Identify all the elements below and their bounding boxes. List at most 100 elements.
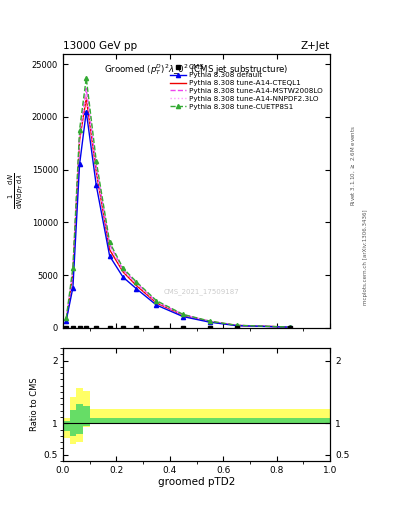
- Pythia 8.308 tune-A14-CTEQL1: [181, 312, 185, 318]
- Pythia 8.308 tune-A14-NNPDF2.3LO: [208, 318, 212, 325]
- Pythia 8.308 tune-A14-MSTW2008LO: [121, 267, 125, 273]
- CMS: [134, 325, 139, 331]
- Bar: [223, 410, 250, 421]
- Text: CMS_2021_17509187: CMS_2021_17509187: [164, 289, 240, 295]
- Pythia 8.308 default: [288, 324, 292, 330]
- Legend: CMS, Pythia 8.308 default, Pythia 8.308 tune-A14-CTEQL1, Pythia 8.308 tune-A14-M: CMS, Pythia 8.308 default, Pythia 8.308 …: [169, 63, 324, 111]
- Bar: [196, 418, 223, 424]
- X-axis label: groomed pTD2: groomed pTD2: [158, 477, 235, 487]
- Pythia 8.308 tune-A14-CTEQL1: [288, 324, 292, 330]
- Pythia 8.308 tune-A14-NNPDF2.3LO: [181, 312, 185, 318]
- Pythia 8.308 tune-CUETP8S1: [154, 297, 159, 304]
- Pythia 8.308 tune-A14-CTEQL1: [154, 300, 159, 306]
- Pythia 8.308 tune-A14-CTEQL1: [121, 269, 125, 275]
- Bar: [63, 421, 70, 431]
- Pythia 8.308 tune-A14-NNPDF2.3LO: [77, 135, 82, 141]
- CMS: [208, 325, 212, 331]
- Text: Groomed $(p_T^D)^2\lambda\_0^2$ (CMS jet substructure): Groomed $(p_T^D)^2\lambda\_0^2$ (CMS jet…: [104, 62, 289, 77]
- Pythia 8.308 tune-A14-MSTW2008LO: [77, 133, 82, 139]
- Pythia 8.308 tune-A14-MSTW2008LO: [94, 163, 99, 169]
- Pythia 8.308 default: [71, 285, 75, 291]
- Line: Pythia 8.308 default: Pythia 8.308 default: [64, 110, 292, 329]
- Pythia 8.308 tune-A14-NNPDF2.3LO: [288, 324, 292, 330]
- Line: Pythia 8.308 tune-A14-NNPDF2.3LO: Pythia 8.308 tune-A14-NNPDF2.3LO: [66, 94, 290, 327]
- Pythia 8.308 tune-CUETP8S1: [64, 315, 69, 322]
- Pythia 8.308 tune-A14-CTEQL1: [234, 323, 239, 329]
- Pythia 8.308 tune-A14-NNPDF2.3LO: [154, 299, 159, 305]
- Bar: [103, 410, 116, 421]
- Bar: [90, 418, 103, 424]
- Pythia 8.308 tune-A14-MSTW2008LO: [181, 312, 185, 318]
- Pythia 8.308 default: [154, 302, 159, 308]
- CMS: [234, 325, 239, 331]
- Pythia 8.308 tune-A14-MSTW2008LO: [71, 268, 75, 274]
- Bar: [130, 418, 143, 424]
- Pythia 8.308 tune-A14-NNPDF2.3LO: [71, 270, 75, 276]
- Pythia 8.308 tune-A14-MSTW2008LO: [134, 280, 139, 286]
- Pythia 8.308 tune-A14-CTEQL1: [64, 318, 69, 325]
- Pythia 8.308 default: [134, 286, 139, 292]
- Pythia 8.308 tune-CUETP8S1: [181, 311, 185, 317]
- Y-axis label: $\frac{1}{\mathrm{d}N/\mathrm{d}p_T}\frac{\mathrm{d}N}{\mathrm{d}\lambda}$: $\frac{1}{\mathrm{d}N/\mathrm{d}p_T}\fra…: [7, 173, 26, 209]
- Bar: [70, 397, 76, 444]
- Pythia 8.308 tune-CUETP8S1: [77, 126, 82, 133]
- Bar: [83, 407, 90, 426]
- Bar: [223, 418, 250, 424]
- Pythia 8.308 tune-A14-MSTW2008LO: [84, 86, 89, 92]
- Pythia 8.308 tune-CUETP8S1: [71, 265, 75, 271]
- Text: mcplots.cern.ch [arXiv:1306.3436]: mcplots.cern.ch [arXiv:1306.3436]: [363, 209, 368, 305]
- Line: CMS: CMS: [64, 326, 292, 330]
- Pythia 8.308 tune-A14-CTEQL1: [77, 137, 82, 143]
- CMS: [288, 325, 292, 331]
- CMS: [154, 325, 159, 331]
- Bar: [250, 418, 330, 424]
- Bar: [116, 418, 130, 424]
- Bar: [103, 418, 116, 424]
- Pythia 8.308 default: [181, 313, 185, 319]
- Line: Pythia 8.308 tune-A14-CTEQL1: Pythia 8.308 tune-A14-CTEQL1: [66, 98, 290, 327]
- Pythia 8.308 tune-CUETP8S1: [234, 322, 239, 328]
- CMS: [77, 325, 82, 331]
- CMS: [94, 325, 99, 331]
- Bar: [130, 410, 143, 421]
- Pythia 8.308 tune-CUETP8S1: [94, 158, 99, 164]
- Bar: [70, 410, 76, 436]
- Pythia 8.308 tune-A14-CTEQL1: [208, 318, 212, 325]
- Pythia 8.308 tune-CUETP8S1: [134, 279, 139, 285]
- CMS: [181, 325, 185, 331]
- Pythia 8.308 tune-CUETP8S1: [288, 324, 292, 330]
- Text: Rivet 3.1.10, $\geq$ 2.6M events: Rivet 3.1.10, $\geq$ 2.6M events: [350, 124, 358, 206]
- Pythia 8.308 tune-CUETP8S1: [208, 318, 212, 324]
- Bar: [116, 410, 130, 421]
- Bar: [196, 410, 223, 421]
- Pythia 8.308 default: [234, 323, 239, 329]
- CMS: [71, 325, 75, 331]
- Pythia 8.308 tune-A14-MSTW2008LO: [107, 241, 112, 247]
- Pythia 8.308 tune-A14-CTEQL1: [107, 247, 112, 253]
- Bar: [83, 391, 90, 427]
- Pythia 8.308 tune-A14-NNPDF2.3LO: [121, 268, 125, 274]
- Bar: [170, 418, 196, 424]
- Bar: [63, 418, 70, 438]
- Pythia 8.308 default: [121, 274, 125, 280]
- Bar: [143, 418, 170, 424]
- Pythia 8.308 tune-A14-NNPDF2.3LO: [234, 322, 239, 328]
- Bar: [143, 410, 170, 421]
- CMS: [84, 325, 89, 331]
- Text: 13000 GeV pp: 13000 GeV pp: [63, 41, 137, 51]
- Pythia 8.308 tune-CUETP8S1: [121, 265, 125, 271]
- Pythia 8.308 tune-A14-NNPDF2.3LO: [94, 166, 99, 173]
- Pythia 8.308 tune-A14-MSTW2008LO: [154, 298, 159, 305]
- Y-axis label: Ratio to CMS: Ratio to CMS: [31, 378, 39, 431]
- Pythia 8.308 tune-A14-CTEQL1: [134, 283, 139, 289]
- Pythia 8.308 tune-A14-MSTW2008LO: [234, 322, 239, 328]
- Bar: [90, 410, 103, 421]
- Pythia 8.308 tune-CUETP8S1: [84, 75, 89, 81]
- CMS: [121, 325, 125, 331]
- Pythia 8.308 tune-CUETP8S1: [107, 239, 112, 245]
- Bar: [76, 388, 83, 442]
- Pythia 8.308 tune-A14-NNPDF2.3LO: [84, 91, 89, 97]
- Pythia 8.308 default: [208, 319, 212, 325]
- Line: Pythia 8.308 tune-CUETP8S1: Pythia 8.308 tune-CUETP8S1: [64, 76, 292, 329]
- Pythia 8.308 tune-A14-CTEQL1: [84, 95, 89, 101]
